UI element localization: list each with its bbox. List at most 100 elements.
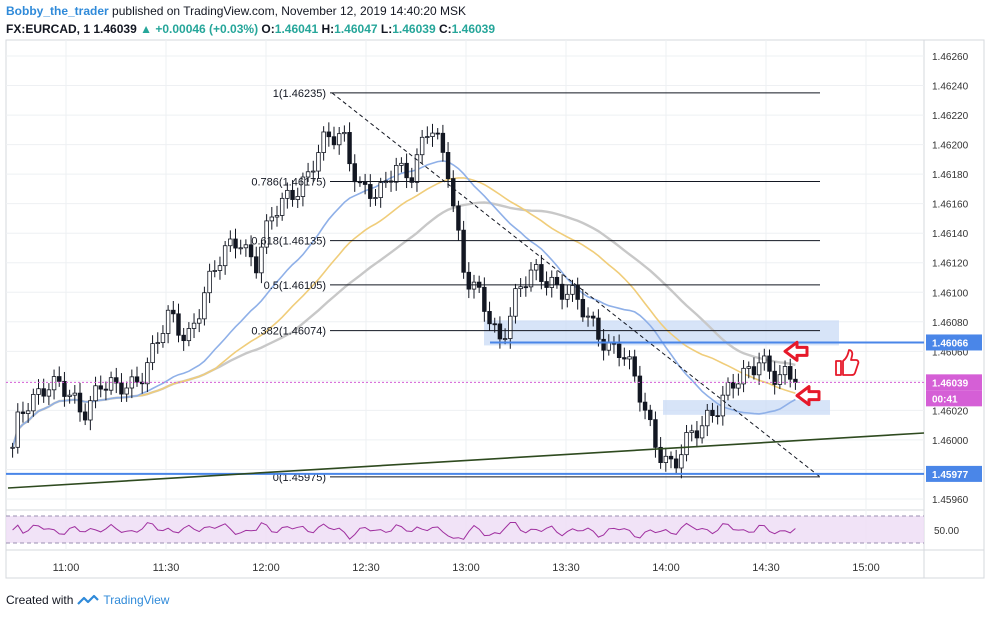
candle-body	[378, 182, 383, 198]
time-tick-label: 11:30	[153, 562, 180, 574]
candle-body	[533, 264, 539, 271]
candle-body	[243, 244, 249, 249]
candle-body	[658, 446, 663, 463]
candle-body	[668, 455, 674, 460]
candle-body	[782, 366, 788, 376]
candle-body	[762, 355, 767, 364]
candle-body	[596, 317, 601, 340]
price-tick-label: 1.46120	[932, 259, 969, 270]
time-tick-label: 12:30	[352, 562, 380, 574]
candle-body	[300, 176, 306, 197]
candle-body	[217, 265, 223, 271]
symbol-line: FX:EURCAD, 1 1.46039 ▲ +0.00046 (+0.03%)…	[6, 22, 495, 36]
candle-body	[518, 286, 523, 290]
candle-body	[414, 154, 420, 183]
candle-body	[290, 189, 295, 200]
price-tick-label: 1.46000	[932, 436, 969, 447]
candle-body	[394, 165, 399, 183]
candle-body	[368, 184, 373, 199]
candle-body	[399, 162, 404, 166]
rsi-tick-label: 50.00	[934, 526, 959, 537]
time-tick-label: 13:30	[552, 562, 580, 574]
candle-body	[181, 334, 186, 342]
time-tick-label: 11:00	[53, 562, 80, 574]
candle-body	[575, 285, 580, 300]
fib-trend-dashed-line	[331, 92, 821, 478]
publish-line: Bobby_the_trader published on TradingVie…	[6, 4, 466, 18]
candle-body	[160, 333, 166, 344]
candle-body	[222, 245, 228, 267]
moving-averages	[11, 160, 796, 448]
candle-body	[264, 220, 269, 248]
candle-body	[637, 375, 643, 403]
tradingview-brand[interactable]: TradingView	[103, 593, 170, 607]
candle-body	[233, 238, 238, 249]
candle-body	[305, 171, 311, 178]
candle-body	[373, 197, 378, 199]
candle-body	[616, 343, 622, 358]
candle-body	[497, 323, 503, 340]
candle-body	[627, 356, 632, 360]
close-value: 1.46039	[451, 22, 496, 36]
candle-body	[492, 323, 497, 326]
time-tick-label: 12:00	[252, 562, 280, 574]
time-axis[interactable]: 11:00 11:30 12:00 12:30 13:00 13:30 14:00 14:30…	[53, 562, 880, 574]
candle-body	[528, 269, 534, 288]
fibonacci-retracement[interactable]: 1(1.46235) 0.786(1.46175) 0.618(1.46135) 0.…	[251, 88, 821, 484]
time-tick-label: 13:00	[452, 562, 480, 574]
candle-body	[487, 311, 492, 325]
candle-body	[404, 162, 409, 179]
candle-body	[336, 133, 342, 146]
candle-body	[347, 132, 352, 165]
candle-body	[689, 430, 694, 433]
candle-body	[663, 455, 669, 463]
candle-body	[150, 343, 155, 364]
candle-body	[559, 283, 565, 300]
price-tick-label: 1.46220	[932, 111, 969, 122]
price-tick-label: 1.46180	[932, 170, 969, 181]
candle-body	[694, 430, 700, 439]
candle-body	[238, 247, 243, 250]
time-tick-label: 14:30	[752, 562, 780, 574]
candle-body	[419, 136, 425, 156]
open-label: O:	[261, 22, 275, 36]
candle-body	[622, 357, 627, 360]
candle-body	[471, 281, 477, 290]
candle-body	[570, 285, 575, 295]
price-tick-label: 1.46100	[932, 288, 969, 299]
support-price-tag: 1.45977	[932, 470, 969, 481]
candle-body	[67, 394, 72, 397]
candle-body	[736, 383, 741, 389]
candle-body	[72, 392, 78, 396]
candle-body	[430, 132, 435, 137]
candle-body	[461, 229, 466, 273]
resistance-price-tag: 1.46066	[932, 338, 969, 349]
symbol: FX:EURCAD, 1	[6, 22, 91, 36]
price-axis[interactable]: 1.46260 1.46240 1.46220 1.46200 1.46180 1.461…	[932, 52, 969, 506]
author-name[interactable]: Bobby_the_trader	[6, 4, 109, 18]
candles	[10, 122, 798, 479]
drawn-lines[interactable]	[6, 341, 925, 489]
candle-body	[57, 376, 62, 382]
price-tick-label: 1.46060	[932, 347, 969, 358]
candle-body	[316, 152, 321, 172]
candle-body	[751, 366, 757, 376]
price-tick-label: 1.46080	[932, 318, 969, 329]
price-tick-label: 1.46200	[932, 141, 969, 152]
support-price-tag-bg	[926, 465, 982, 482]
candle-body	[311, 170, 316, 173]
candle-body	[585, 315, 591, 318]
candle-body	[705, 409, 710, 427]
candle-body	[482, 286, 487, 312]
candle-body	[98, 385, 103, 390]
price-tick-label: 1.46140	[932, 229, 969, 240]
candle-body	[513, 288, 518, 317]
candle-body	[684, 432, 689, 456]
candle-body	[114, 377, 119, 384]
candle-body	[124, 387, 129, 395]
price-tick-label: 1.46260	[932, 52, 969, 63]
candle-body	[285, 189, 290, 199]
candle-body	[710, 409, 715, 417]
time-tick-label: 14:00	[652, 562, 680, 574]
